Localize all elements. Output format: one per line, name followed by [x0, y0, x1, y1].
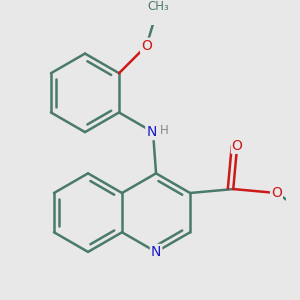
Text: O: O [271, 186, 282, 200]
Text: N: N [146, 125, 157, 139]
Text: H: H [160, 124, 168, 137]
Text: N: N [151, 245, 161, 259]
Text: O: O [141, 39, 152, 53]
Text: O: O [232, 139, 243, 153]
Text: CH₃: CH₃ [147, 0, 169, 13]
